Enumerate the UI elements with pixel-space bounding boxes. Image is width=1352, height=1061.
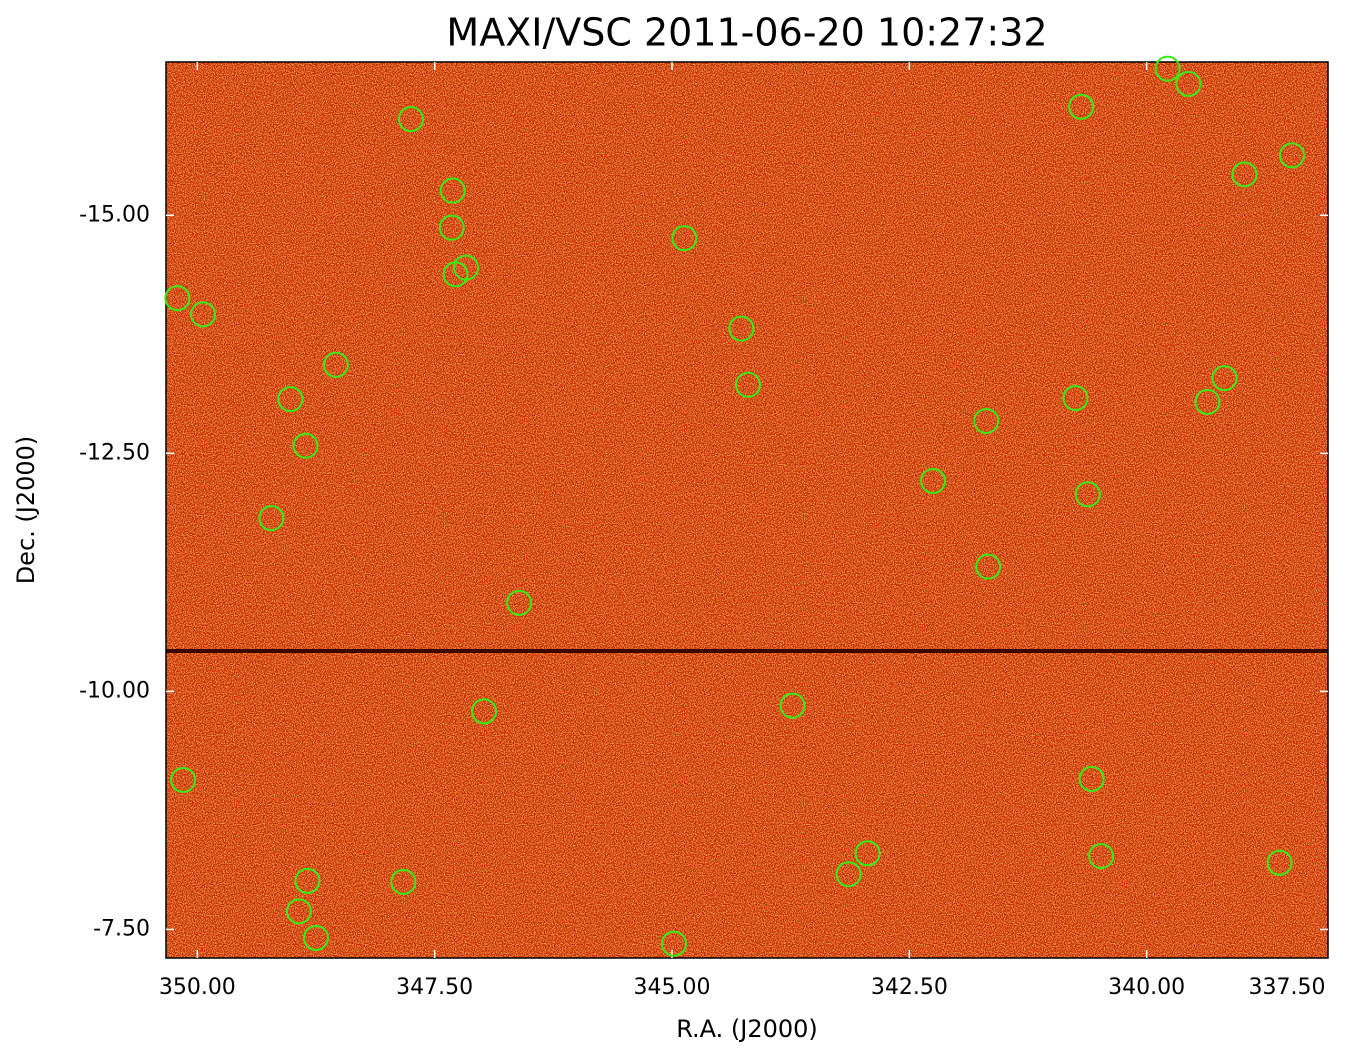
- source-marker: [1266, 849, 1293, 876]
- source-marker: [170, 766, 197, 793]
- source-marker: [452, 254, 479, 281]
- source-marker: [506, 589, 533, 616]
- source-marker: [302, 925, 329, 952]
- y-tick-label: -12.50: [79, 440, 150, 465]
- source-marker: [438, 214, 465, 241]
- source-marker: [439, 177, 466, 204]
- source-marker: [1175, 70, 1202, 97]
- chart-title: MAXI/VSC 2011-06-20 10:27:32: [446, 11, 1047, 55]
- x-tick-label: 345.00: [634, 975, 711, 1000]
- source-marker: [1231, 161, 1258, 188]
- source-marker: [258, 505, 285, 532]
- source-marker: [1211, 365, 1238, 392]
- source-marker: [292, 432, 319, 459]
- source-marker: [1154, 55, 1181, 82]
- x-tick-label: 337.50: [1249, 975, 1326, 1000]
- source-marker: [835, 861, 862, 888]
- source-marker: [1068, 93, 1095, 120]
- y-tick-label: -10.00: [79, 678, 150, 703]
- source-marker: [920, 467, 947, 494]
- source-marker: [390, 868, 417, 895]
- y-tick-label: -7.50: [93, 916, 150, 941]
- source-marker: [671, 225, 698, 252]
- y-axis-label: Dec. (J2000): [12, 436, 40, 585]
- image-seam: [166, 649, 1328, 653]
- source-marker: [164, 285, 191, 312]
- x-tick-label: 340.00: [1108, 975, 1185, 1000]
- image-background: [166, 62, 1328, 958]
- source-marker: [973, 407, 1000, 434]
- source-marker: [779, 692, 806, 719]
- source-marker: [1278, 142, 1305, 169]
- source-marker: [471, 698, 498, 725]
- source-marker: [294, 867, 321, 894]
- x-tick-label: 350.00: [159, 975, 236, 1000]
- source-marker: [277, 386, 304, 413]
- source-marker: [854, 840, 881, 867]
- source-marker: [728, 315, 755, 342]
- source-marker: [1194, 388, 1221, 415]
- source-marker: [1078, 765, 1105, 792]
- source-marker: [660, 930, 687, 957]
- source-marker: [397, 106, 424, 133]
- source-marker: [1074, 481, 1101, 508]
- source-marker: [975, 553, 1002, 580]
- source-marker: [322, 351, 349, 378]
- source-marker: [734, 371, 761, 398]
- x-tick-label: 347.50: [396, 975, 473, 1000]
- plot-frame: [165, 61, 1329, 959]
- y-tick-label: -15.00: [79, 202, 150, 227]
- x-axis-label: R.A. (J2000): [676, 1015, 818, 1043]
- x-tick-label: 342.50: [871, 975, 948, 1000]
- source-marker: [285, 898, 312, 925]
- source-marker: [1088, 843, 1115, 870]
- source-marker: [190, 301, 217, 328]
- source-marker: [1062, 385, 1089, 412]
